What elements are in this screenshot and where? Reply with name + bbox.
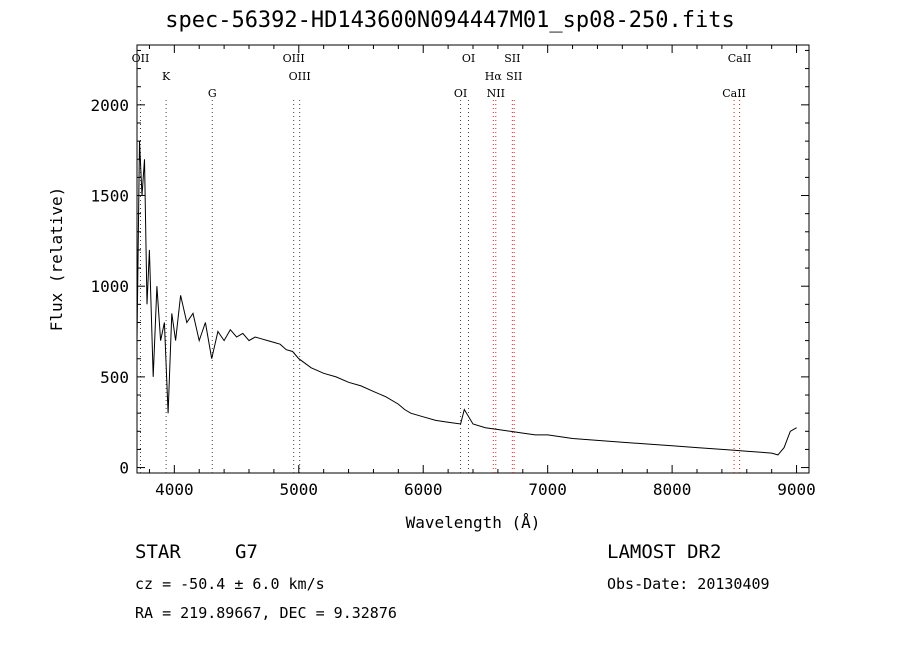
x-tick-label: 7000 bbox=[528, 480, 567, 499]
emission-line-label: OIII bbox=[289, 70, 311, 83]
emission-line-label: Hα bbox=[485, 70, 503, 83]
emission-line-label: OIII bbox=[283, 52, 305, 65]
y-axis-label: Flux (relative) bbox=[47, 187, 66, 332]
emission-line-label: SII bbox=[506, 70, 522, 83]
y-axis-ticks: 0 500 1000 1500 2000 bbox=[90, 49, 809, 478]
x-tick-label: 8000 bbox=[653, 480, 692, 499]
y-tick-label: 0 bbox=[119, 459, 129, 478]
plot-frame bbox=[136, 44, 810, 474]
emission-line-markers bbox=[139, 100, 741, 473]
emission-line-label: OI bbox=[462, 52, 475, 65]
y-tick-label: 2000 bbox=[90, 96, 129, 115]
emission-line-label: G bbox=[208, 87, 217, 100]
x-axis-label: Wavelength (Å) bbox=[406, 513, 541, 532]
x-tick-label: 9000 bbox=[777, 480, 816, 499]
x-axis-ticks: 4000 5000 6000 7000 8000 9000 bbox=[148, 45, 816, 499]
emission-line-label: CaII bbox=[728, 52, 752, 65]
object-class: STAR bbox=[135, 541, 181, 563]
x-tick-label: 4000 bbox=[155, 480, 194, 499]
y-tick-label: 1000 bbox=[90, 277, 129, 296]
y-tick-label: 1500 bbox=[90, 187, 129, 206]
emission-line-label: CaII bbox=[722, 87, 746, 100]
emission-line-label: NII bbox=[487, 87, 505, 100]
y-tick-label: 500 bbox=[100, 368, 129, 387]
spectrum-line bbox=[136, 141, 797, 456]
object-subclass: G7 bbox=[235, 541, 258, 563]
coordinates: RA = 219.89667, DEC = 9.32876 bbox=[135, 604, 397, 622]
observation-date: Obs-Date: 20130409 bbox=[607, 575, 770, 593]
chart-title: spec-56392-HD143600N094447M01_sp08-250.f… bbox=[165, 8, 735, 33]
emission-line-label: K bbox=[162, 70, 171, 83]
x-tick-label: 5000 bbox=[280, 480, 319, 499]
x-tick-label: 6000 bbox=[404, 480, 443, 499]
survey-name: LAMOST DR2 bbox=[607, 541, 722, 563]
emission-line-label: OII bbox=[132, 52, 150, 65]
redshift-info: cz = -50.4 ± 6.0 km/s bbox=[135, 575, 325, 593]
emission-line-label: SII bbox=[504, 52, 520, 65]
emission-line-label: OI bbox=[454, 87, 467, 100]
